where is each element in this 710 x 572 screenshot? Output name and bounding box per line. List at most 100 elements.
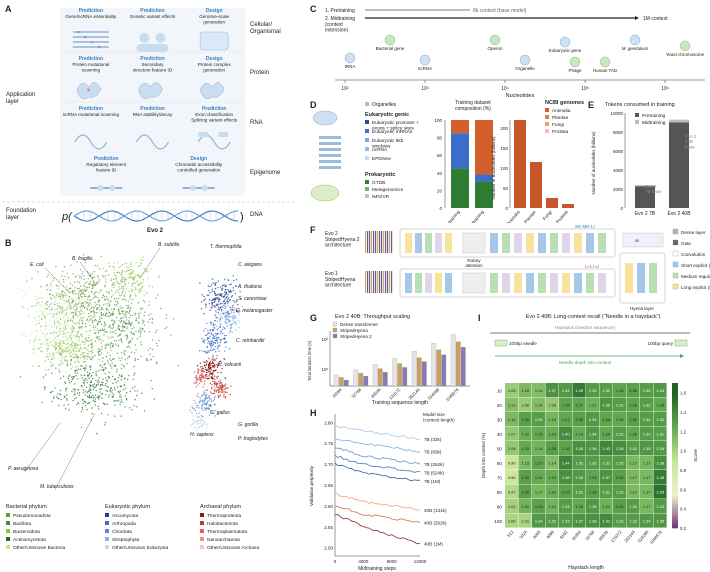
umap-point xyxy=(105,347,107,349)
hyena-conv xyxy=(637,263,645,293)
umap-point xyxy=(48,313,50,316)
umap-point xyxy=(49,303,52,305)
umap-point xyxy=(87,337,90,339)
umap-point xyxy=(202,369,204,372)
umap-point xyxy=(211,345,214,347)
umap-point xyxy=(111,285,113,287)
umap-point xyxy=(66,338,68,340)
e-bar-segment xyxy=(635,186,655,208)
umap-point xyxy=(193,427,196,429)
umap-point xyxy=(71,379,73,381)
umap-point xyxy=(69,355,72,358)
umap-point xyxy=(223,334,226,337)
umap-point xyxy=(51,325,53,328)
umap-point xyxy=(235,323,238,325)
umap-point xyxy=(144,311,146,313)
umap-point xyxy=(225,341,227,344)
umap-point xyxy=(140,287,143,290)
umap-point xyxy=(216,332,219,335)
umap-point xyxy=(59,318,62,321)
text-line: 2.65 xyxy=(324,483,333,488)
text-line: Gene/ncRNA essentiality xyxy=(65,14,117,19)
umap-point xyxy=(95,323,98,325)
umap-point xyxy=(134,282,137,284)
umap-point xyxy=(96,275,99,277)
text-line: SE-MR-LI xyxy=(575,224,595,229)
umap-point xyxy=(99,316,101,319)
umap-point xyxy=(238,313,241,316)
heatmap-value: 1.36 xyxy=(589,446,598,451)
g-bar xyxy=(333,374,339,387)
umap-point xyxy=(80,289,82,291)
heatmap-cell xyxy=(518,397,532,412)
umap-point xyxy=(203,393,205,395)
umap-point xyxy=(219,303,222,305)
ncbi-title: NCBI genomes xyxy=(545,100,584,106)
umap-point xyxy=(219,338,221,340)
text-line: Thermoplasmatota xyxy=(207,529,247,535)
g-bar xyxy=(363,375,369,387)
umap-point xyxy=(208,371,210,373)
heatmap-value: 1.32 xyxy=(589,461,598,466)
umap-point xyxy=(211,290,213,293)
text-line: 1.27 xyxy=(535,461,544,466)
umap-point xyxy=(85,286,88,289)
umap-point xyxy=(51,400,53,403)
umap-point xyxy=(216,366,219,368)
umap-point xyxy=(82,352,84,354)
text-line: 131072 xyxy=(388,387,402,401)
umap-point xyxy=(232,300,234,302)
umap-point xyxy=(220,286,222,288)
text-line: 1.33 xyxy=(562,504,571,509)
text-line: 60 xyxy=(497,461,503,466)
umap-point xyxy=(210,410,212,412)
umap-point xyxy=(214,359,216,362)
colorbar-segment xyxy=(672,467,678,471)
umap-point xyxy=(204,408,207,410)
umap-point xyxy=(50,361,52,364)
umap-point xyxy=(199,417,202,420)
heatmap-cell xyxy=(518,470,532,485)
text-line: Secondary xyxy=(142,62,165,67)
h-tick: 2.50 xyxy=(324,546,333,551)
umap-point xyxy=(79,309,82,311)
umap-point xyxy=(54,337,57,339)
umap-point xyxy=(172,318,175,320)
text-line: Dense transformer xyxy=(340,322,379,327)
text-line: 10 xyxy=(497,388,503,393)
umap-point xyxy=(201,373,203,375)
text-line: Midtraining xyxy=(642,120,666,126)
heatmap-cell xyxy=(613,412,627,427)
umap-point xyxy=(81,365,83,367)
umap-point xyxy=(40,318,43,321)
heatmap-value: 1.17 xyxy=(629,475,638,480)
text-line: 2.50 xyxy=(324,546,333,551)
heatmap-value: 1.27 xyxy=(535,461,544,466)
layer-block xyxy=(445,273,452,293)
attention-block xyxy=(462,272,486,294)
heatmap-value: 1.30 xyxy=(589,490,598,495)
f-legend: Convolution xyxy=(681,252,706,257)
umap-point xyxy=(54,346,56,348)
umap-point xyxy=(197,404,199,407)
text-line: 100bp query xyxy=(647,341,673,346)
heatmap-cell xyxy=(653,426,667,441)
umap-point xyxy=(99,290,102,292)
umap-point xyxy=(221,293,223,295)
heatmap-value: 1.32 xyxy=(643,432,652,437)
umap-point xyxy=(217,306,220,309)
umap-point xyxy=(81,339,83,342)
umap-point xyxy=(208,340,210,342)
umap-point xyxy=(21,289,23,291)
umap-point xyxy=(55,294,58,297)
colorbar-tick: 0.8 xyxy=(680,468,687,473)
g-bar xyxy=(338,377,344,387)
umap-point xyxy=(76,369,78,372)
umap-point xyxy=(94,301,96,304)
umap-point xyxy=(97,398,100,400)
umap-point xyxy=(51,294,54,297)
heatmap-cell xyxy=(586,470,600,485)
heatmap-value: 1.34 xyxy=(643,519,652,524)
text-line: 100 xyxy=(494,519,502,524)
